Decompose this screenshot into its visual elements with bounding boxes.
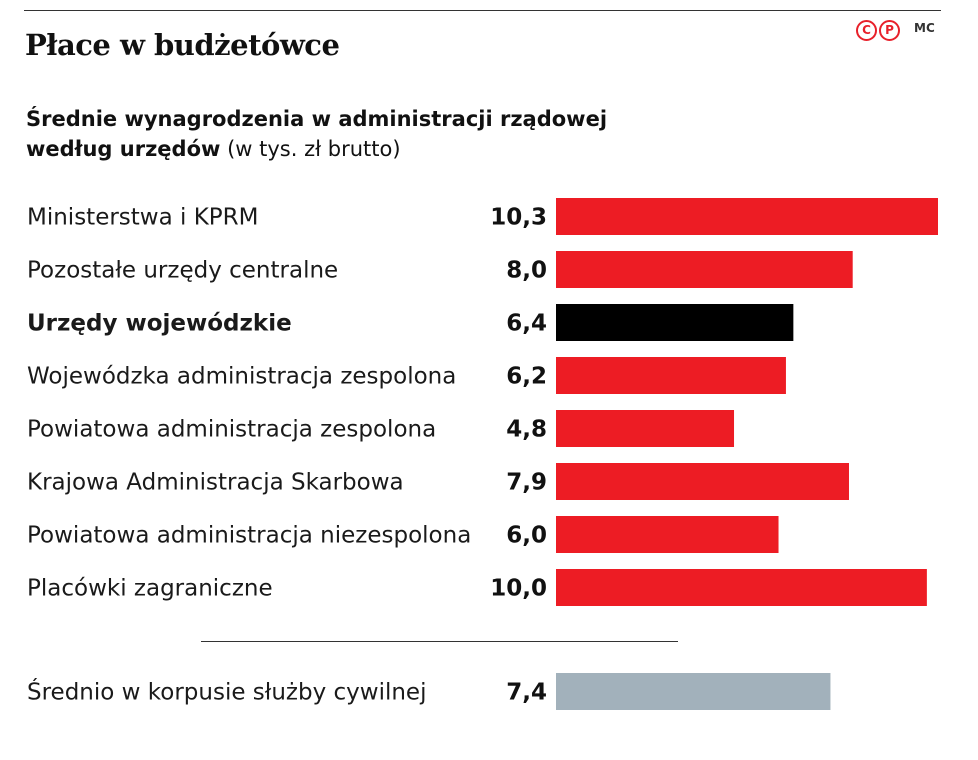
value-label-0: 10,3: [490, 205, 547, 231]
bar-3: [556, 357, 786, 394]
bar-0: [556, 198, 938, 235]
subtitle-line-1: Średnie wynagrodzenia w administracji rz…: [26, 107, 608, 131]
subtitle-line-2: według urzędów: [26, 137, 221, 161]
top-rule: [24, 10, 941, 11]
bar-average: [556, 673, 831, 710]
category-label-6: Powiatowa administracja niezespolona: [27, 523, 471, 549]
value-label-6: 6,0: [506, 523, 547, 549]
chart-title: Płace w budżetówce: [25, 28, 340, 62]
subtitle-unit: (w tys. zł brutto): [220, 137, 401, 161]
category-label-2: Urzędy wojewódzkie: [27, 311, 292, 337]
category-label-5: Krajowa Administracja Skarbowa: [27, 470, 404, 496]
bar-5: [556, 463, 849, 500]
bar-7: [556, 569, 927, 606]
chart-subtitle: Średnie wynagrodzenia w administracji rz…: [26, 104, 607, 164]
separator-rule: [201, 641, 678, 642]
category-label-7: Placówki zagraniczne: [27, 576, 273, 602]
category-label-3: Wojewódzka administracja zespolona: [27, 364, 456, 390]
value-label-average: 7,4: [506, 680, 547, 706]
category-label-average: Średnio w korpusie służby cywilnej: [27, 678, 426, 706]
author-credit: MC: [914, 21, 935, 35]
value-label-5: 7,9: [506, 470, 547, 496]
category-label-1: Pozostałe urzędy centralne: [27, 258, 338, 284]
bar-6: [556, 516, 779, 553]
category-label-0: Ministerstwa i KPRM: [27, 205, 259, 231]
publisher-logo: C P: [856, 20, 900, 41]
value-label-1: 8,0: [506, 258, 547, 284]
value-label-2: 6,4: [506, 311, 547, 337]
value-label-3: 6,2: [506, 364, 547, 390]
category-label-4: Powiatowa administracja zespolona: [27, 417, 436, 443]
value-label-4: 4,8: [506, 417, 547, 443]
logo-letter-c: C: [856, 20, 877, 41]
bar-2: [556, 304, 794, 341]
value-label-7: 10,0: [490, 576, 547, 602]
bar-1: [556, 251, 853, 288]
logo-letter-p: P: [879, 20, 900, 41]
bar-4: [556, 410, 735, 447]
